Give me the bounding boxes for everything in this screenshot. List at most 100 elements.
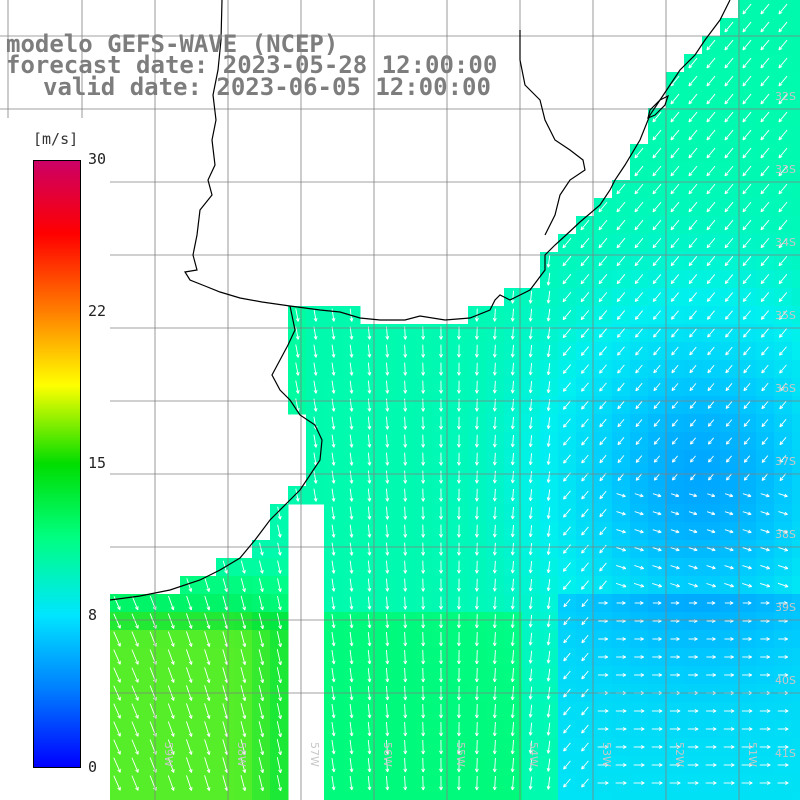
- wind-vector: [277, 560, 282, 574]
- wind-vector: [403, 488, 408, 502]
- wind-vector: [258, 631, 265, 648]
- wind-vector: [635, 455, 643, 463]
- wind-vector: [616, 529, 626, 534]
- wind-vector: [724, 39, 734, 51]
- wind-vector: [562, 291, 572, 303]
- wind-vector: [385, 775, 390, 791]
- wind-vector: [761, 382, 769, 392]
- wind-vector: [634, 582, 645, 588]
- wind-vector: [778, 493, 788, 498]
- wind-vector: [669, 763, 681, 767]
- wind-vector: [725, 455, 732, 463]
- wind-vector: [724, 57, 734, 69]
- wind-vector: [741, 709, 753, 713]
- wind-vector: [634, 147, 644, 159]
- wind-speed-cell: [522, 792, 541, 800]
- wind-vector: [331, 649, 336, 665]
- wind-vector: [204, 703, 211, 719]
- wind-vector: [528, 507, 533, 520]
- wind-vector: [616, 637, 626, 641]
- wind-vector: [563, 508, 571, 518]
- wind-vector: [688, 601, 698, 605]
- wind-vector: [385, 560, 390, 574]
- wind-vector: [510, 308, 515, 322]
- wind-vector: [510, 524, 515, 538]
- wind-vector: [385, 326, 390, 340]
- wind-vector: [634, 237, 644, 249]
- wind-vector: [240, 703, 247, 720]
- wind-speed-cell: [792, 756, 800, 775]
- wind-vector: [634, 673, 645, 677]
- wind-vector: [761, 364, 769, 374]
- wind-vector: [492, 668, 497, 683]
- forecast-date: forecast date: 2023-05-28 12:00:00: [6, 51, 498, 79]
- wind-vector: [276, 631, 282, 648]
- wind-vector: [652, 583, 663, 588]
- wind-vector: [670, 274, 680, 284]
- wind-vector: [546, 435, 551, 447]
- wind-vector: [688, 547, 698, 552]
- wind-vector: [258, 775, 265, 792]
- wind-vector: [778, 310, 788, 320]
- wind-speed-cell: [792, 234, 800, 253]
- wind-vector: [671, 346, 679, 356]
- wind-vector: [276, 667, 282, 684]
- wind-vector: [492, 578, 497, 592]
- wind-vector: [510, 290, 515, 304]
- lat-label: 40S: [775, 674, 796, 687]
- wind-vector: [546, 758, 551, 772]
- wind-vector: [742, 57, 752, 69]
- wind-vector: [313, 326, 318, 340]
- wind-vector: [652, 274, 662, 284]
- wind-vector: [760, 655, 771, 659]
- wind-vector: [349, 380, 354, 394]
- wind-vector: [313, 434, 318, 448]
- wind-speed-cell: [792, 324, 800, 343]
- wind-vector: [598, 237, 608, 249]
- wind-vector: [615, 709, 627, 713]
- wind-vector: [580, 364, 589, 374]
- wind-speed-cell: [792, 306, 800, 325]
- wind-vector: [635, 382, 643, 392]
- wind-vector: [367, 416, 372, 430]
- wind-vector: [760, 21, 770, 33]
- wind-vector: [546, 596, 551, 610]
- wind-speed-cell: [594, 792, 613, 800]
- wind-vector: [528, 453, 533, 466]
- wind-vector: [634, 529, 644, 534]
- wind-vector: [634, 292, 644, 302]
- wind-vector: [385, 488, 390, 502]
- wind-vector: [349, 344, 354, 358]
- wind-vector: [385, 667, 390, 683]
- wind-speed-cell: [180, 792, 199, 800]
- wind-vector: [723, 781, 735, 785]
- wind-vector: [403, 344, 408, 358]
- wind-vector: [439, 542, 443, 556]
- wind-vector: [634, 655, 645, 659]
- wind-vector: [331, 775, 336, 791]
- wind-vector: [131, 667, 139, 683]
- wind-vector: [742, 310, 751, 320]
- wind-vector: [669, 745, 681, 749]
- wind-vector: [652, 183, 662, 195]
- wind-vector: [113, 649, 121, 665]
- wind-speed-cell: [126, 792, 145, 800]
- wind-vector: [706, 637, 716, 641]
- wind-speed-cell: [540, 792, 559, 800]
- wind-vector: [222, 595, 229, 611]
- wind-speed-cell: [360, 792, 379, 800]
- wind-vector: [204, 775, 211, 791]
- wind-vector: [204, 613, 211, 629]
- wind-vector: [421, 326, 426, 340]
- wind-vector: [258, 703, 265, 720]
- wind-vector: [706, 655, 716, 659]
- wind-vector: [563, 760, 571, 770]
- wind-vector: [778, 637, 788, 641]
- lon-label: 55W: [454, 742, 467, 767]
- wind-speed-cell: [324, 792, 343, 800]
- wind-vector: [599, 526, 607, 536]
- wind-vector: [528, 326, 533, 340]
- wind-vector: [688, 565, 698, 570]
- wind-speed-cell: [378, 792, 397, 800]
- wind-vector: [492, 308, 497, 322]
